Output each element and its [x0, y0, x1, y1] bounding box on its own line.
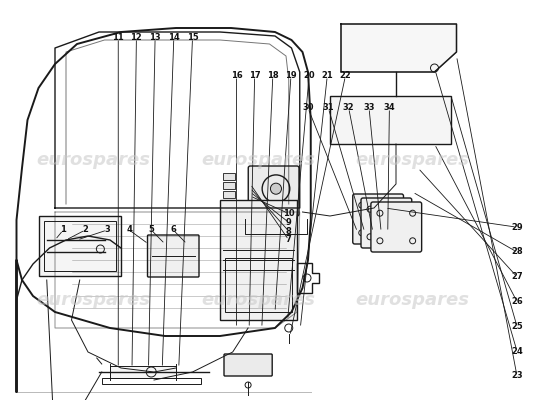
- FancyBboxPatch shape: [223, 191, 235, 198]
- Text: 34: 34: [383, 104, 395, 112]
- Text: 22: 22: [339, 72, 351, 80]
- Text: 10: 10: [283, 209, 295, 218]
- FancyBboxPatch shape: [371, 202, 422, 252]
- Circle shape: [271, 183, 282, 194]
- FancyBboxPatch shape: [223, 200, 235, 207]
- FancyBboxPatch shape: [39, 216, 121, 276]
- Text: 30: 30: [302, 104, 313, 112]
- FancyBboxPatch shape: [248, 166, 299, 216]
- Text: 13: 13: [149, 34, 161, 42]
- Text: 9: 9: [286, 218, 292, 227]
- Text: 1: 1: [60, 226, 66, 234]
- Text: 12: 12: [130, 34, 142, 42]
- Text: 21: 21: [321, 72, 333, 80]
- Text: 16: 16: [230, 72, 243, 80]
- Text: 29: 29: [511, 223, 523, 232]
- Text: 23: 23: [511, 372, 523, 380]
- Text: eurospares: eurospares: [201, 151, 316, 169]
- Text: 7: 7: [286, 236, 292, 244]
- Text: 31: 31: [322, 104, 334, 112]
- Text: 15: 15: [186, 34, 199, 42]
- FancyBboxPatch shape: [224, 354, 272, 376]
- Text: 3: 3: [104, 226, 110, 234]
- FancyBboxPatch shape: [223, 182, 235, 189]
- Text: eurospares: eurospares: [201, 291, 316, 309]
- Text: 4: 4: [126, 226, 132, 234]
- Text: 2: 2: [82, 226, 88, 234]
- Text: 27: 27: [511, 272, 523, 281]
- Text: 32: 32: [343, 104, 355, 112]
- FancyBboxPatch shape: [110, 366, 176, 378]
- Text: eurospares: eurospares: [36, 291, 151, 309]
- Text: 28: 28: [511, 248, 523, 256]
- Text: 19: 19: [285, 72, 297, 80]
- Text: 5: 5: [148, 226, 154, 234]
- Text: eurospares: eurospares: [36, 151, 151, 169]
- FancyBboxPatch shape: [220, 200, 297, 320]
- Text: 6: 6: [170, 226, 176, 234]
- Text: 24: 24: [511, 347, 523, 356]
- Text: 11: 11: [112, 34, 124, 42]
- Text: 8: 8: [286, 227, 292, 236]
- Text: 17: 17: [249, 72, 261, 80]
- Text: eurospares: eurospares: [355, 291, 470, 309]
- FancyBboxPatch shape: [353, 194, 404, 244]
- Text: 20: 20: [303, 72, 315, 80]
- Text: 25: 25: [511, 322, 523, 331]
- Text: 14: 14: [168, 34, 180, 42]
- FancyBboxPatch shape: [223, 173, 235, 180]
- Text: 33: 33: [364, 104, 375, 112]
- FancyBboxPatch shape: [330, 96, 451, 144]
- Text: 26: 26: [511, 297, 523, 306]
- FancyBboxPatch shape: [361, 198, 412, 248]
- Text: eurospares: eurospares: [355, 151, 470, 169]
- Text: 18: 18: [267, 72, 279, 80]
- FancyBboxPatch shape: [147, 235, 199, 277]
- Polygon shape: [341, 24, 456, 72]
